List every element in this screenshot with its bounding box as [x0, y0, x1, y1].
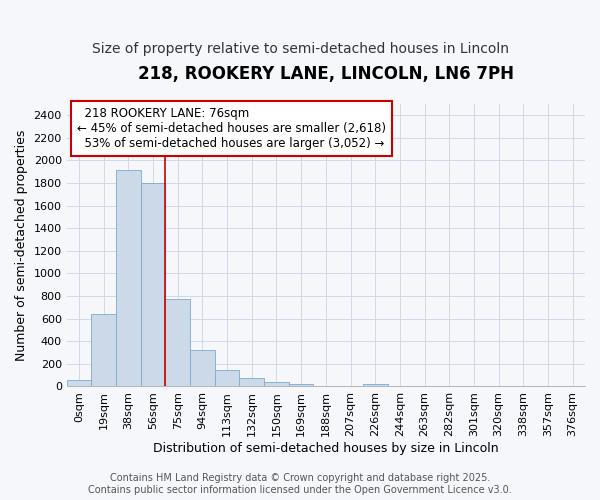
- Bar: [91, 314, 116, 386]
- Bar: [190, 350, 215, 386]
- Bar: [166, 299, 190, 386]
- Bar: [67, 380, 91, 386]
- Bar: [116, 170, 141, 386]
- Text: 218 ROOKERY LANE: 76sqm
← 45% of semi-detached houses are smaller (2,618)
  53% : 218 ROOKERY LANE: 76sqm ← 45% of semi-de…: [77, 107, 386, 150]
- Bar: [215, 370, 239, 386]
- Bar: [141, 183, 166, 386]
- Title: 218, ROOKERY LANE, LINCOLN, LN6 7PH: 218, ROOKERY LANE, LINCOLN, LN6 7PH: [138, 65, 514, 83]
- Bar: [239, 378, 264, 386]
- Bar: [264, 382, 289, 386]
- Text: Size of property relative to semi-detached houses in Lincoln: Size of property relative to semi-detach…: [91, 42, 509, 56]
- X-axis label: Distribution of semi-detached houses by size in Lincoln: Distribution of semi-detached houses by …: [153, 442, 499, 455]
- Text: Contains HM Land Registry data © Crown copyright and database right 2025.
Contai: Contains HM Land Registry data © Crown c…: [88, 474, 512, 495]
- Y-axis label: Number of semi-detached properties: Number of semi-detached properties: [15, 130, 28, 361]
- Bar: [289, 384, 313, 386]
- Bar: [363, 384, 388, 386]
